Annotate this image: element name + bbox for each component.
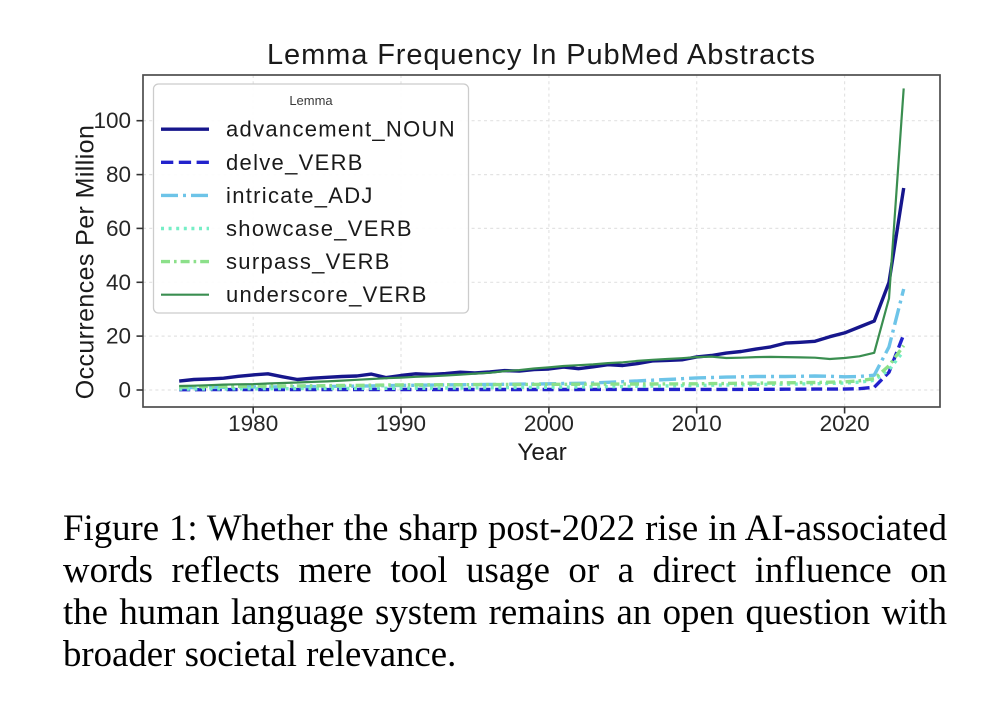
svg-text:2010: 2010 (672, 411, 722, 436)
svg-text:surpass_VERB: surpass_VERB (226, 249, 391, 274)
svg-text:underscore_VERB: underscore_VERB (226, 282, 428, 307)
svg-text:60: 60 (106, 216, 131, 241)
svg-text:0: 0 (118, 378, 131, 403)
svg-text:Occurrences Per Million: Occurrences Per Million (72, 125, 100, 400)
svg-text:2000: 2000 (524, 411, 574, 436)
svg-text:20: 20 (106, 324, 131, 349)
svg-text:Lemma: Lemma (289, 93, 333, 108)
svg-text:intricate_ADJ: intricate_ADJ (226, 183, 374, 208)
svg-text:2020: 2020 (820, 411, 870, 436)
svg-text:100: 100 (93, 108, 131, 133)
svg-text:Year: Year (517, 439, 567, 466)
svg-text:80: 80 (106, 162, 131, 187)
svg-text:showcase_VERB: showcase_VERB (226, 216, 413, 241)
svg-text:1990: 1990 (376, 411, 426, 436)
svg-text:delve_VERB: delve_VERB (226, 150, 364, 175)
svg-text:Lemma Frequency In PubMed Abst: Lemma Frequency In PubMed Abstracts (267, 39, 816, 71)
svg-text:40: 40 (106, 270, 131, 295)
svg-text:1980: 1980 (228, 411, 278, 436)
svg-text:advancement_NOUN: advancement_NOUN (226, 117, 456, 142)
